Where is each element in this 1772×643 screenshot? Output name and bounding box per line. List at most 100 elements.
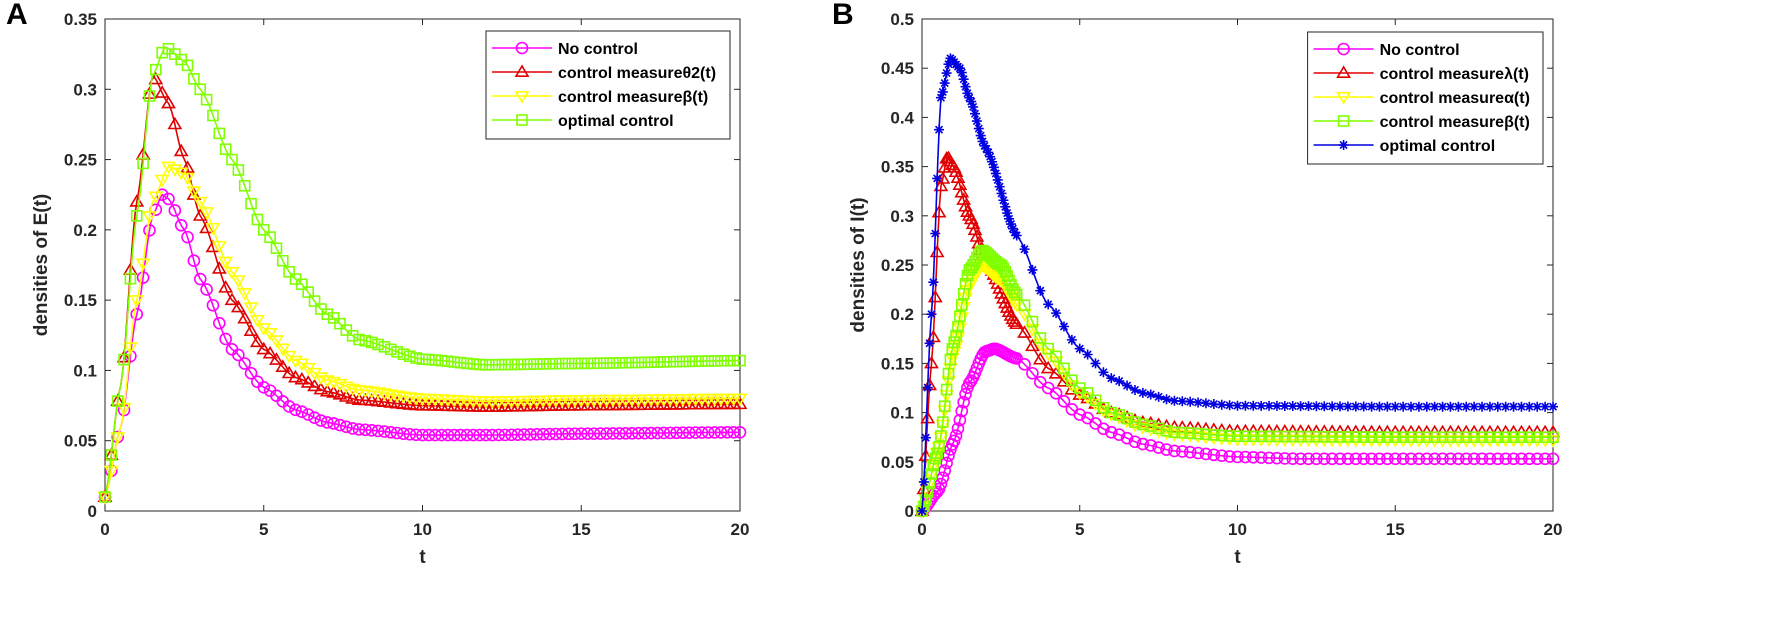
data-point [1507,452,1520,466]
legend: No control control measureλ(t) control mea… [1307,31,1544,165]
data-point [994,181,1005,192]
data-point [174,218,188,232]
data-point [992,174,1003,185]
data-point [338,381,354,395]
data-point [461,357,473,370]
data-point [245,197,257,210]
data-point [956,67,967,78]
y-tick-label: 0.45 [881,59,914,78]
data-point [302,286,315,298]
data-point [1129,416,1141,428]
data-point [683,355,696,368]
data-point [1009,227,1020,238]
data-point [943,59,954,70]
data-point [301,408,315,421]
data-point [1032,351,1048,365]
data-point [1365,452,1378,466]
data-point [1311,401,1322,412]
data-point [1246,450,1260,464]
data-point [359,423,372,437]
data-point [499,358,511,371]
data-point [1532,401,1543,412]
data-point [926,309,937,320]
data-point [670,426,683,440]
data-point [920,410,936,424]
data-point [1177,396,1188,407]
data-point [511,428,525,441]
data-point [1239,450,1252,464]
data-point [1051,308,1062,319]
data-point [931,447,943,460]
data-point [1350,401,1361,412]
data-point [442,355,454,368]
data-point [1129,384,1140,395]
data-point [1349,452,1363,466]
data-point [327,417,340,430]
data-point [397,427,410,440]
data-point [332,378,348,392]
data-point [933,178,949,192]
data-point [1397,431,1409,444]
data-point [345,391,361,404]
data-point [1152,422,1165,435]
data-point [1035,285,1046,296]
x-tick-label: 5 [1075,520,1084,539]
data-point [944,353,957,366]
data-point [663,426,677,440]
data-point [1341,452,1355,466]
y-axis-label: densities of I(t) [848,197,869,332]
data-point [1011,230,1022,241]
data-point [124,272,137,285]
data-point [1491,431,1504,444]
data-point [422,428,436,442]
data-point [1491,452,1505,466]
data-point [1270,451,1284,465]
data-point [948,336,960,348]
data-point [1405,431,1417,444]
data-point [958,74,969,85]
data-point [999,266,1012,278]
data-point [187,254,201,268]
data-point [1008,286,1021,299]
data-point [517,428,531,441]
data-point [1469,401,1480,412]
data-point [1373,431,1386,443]
data-point [118,353,130,366]
data-point [1303,401,1314,412]
data-point [218,280,234,293]
data-point [955,404,969,418]
data-point [702,355,715,367]
data-point [1049,386,1063,400]
data-point [200,93,213,106]
data-point [549,427,563,441]
panel-B: B 0 5 10 15 20 0 0.05 0.1 0.15 0.2 0.25 0.3 0.35 0.4 0.… [832,0,1562,568]
data-point [632,356,645,369]
data-point [626,356,638,369]
data-point [1500,401,1511,412]
data-point [186,186,202,199]
data-point [1073,408,1087,421]
data-point [1294,430,1307,443]
data-point [466,428,480,442]
data-point [346,422,359,435]
data-point [971,116,982,127]
data-point [1294,452,1307,466]
data-point [505,428,518,442]
data-point [97,489,113,502]
data-point [954,310,966,323]
data-point [238,179,251,192]
data-point [975,130,986,141]
data-point [1516,401,1527,412]
data-point [1208,429,1220,441]
legend-label: control measureβ(t) [1380,114,1530,131]
legend-marker [515,41,529,55]
legend-label: optimal control [558,113,674,130]
data-point [137,157,149,170]
data-point [1168,444,1181,458]
data-point [1286,452,1300,465]
y-tick-label: 0.35 [881,158,914,177]
data-point [670,355,683,368]
data-point [594,357,607,369]
data-point [925,468,938,480]
data-point [294,371,310,385]
